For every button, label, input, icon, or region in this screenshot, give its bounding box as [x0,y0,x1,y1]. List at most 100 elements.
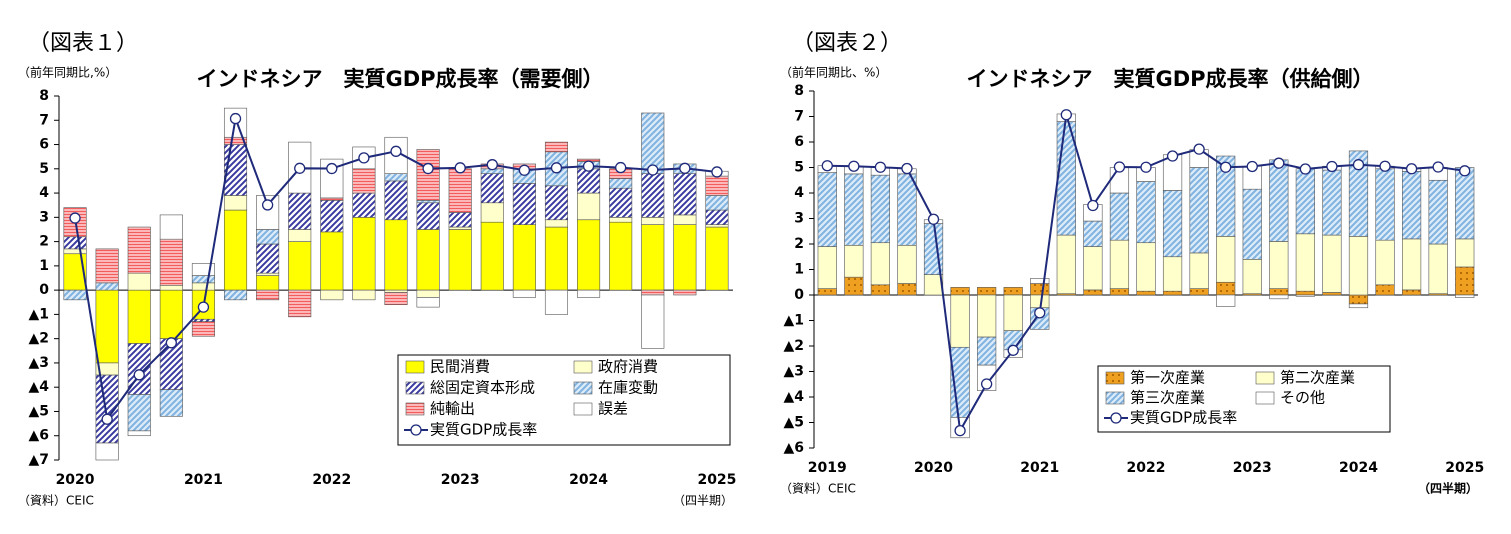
bar-segment [673,214,697,225]
gdp-marker [927,213,940,225]
gdp-marker [358,152,370,164]
bar-segment [577,192,601,221]
bar-segment [127,226,151,274]
y-tick-label: ▲2 [783,338,804,354]
bar-segment [95,282,119,291]
bar-segment [352,217,376,291]
legend-label: 誤差 [598,400,628,418]
gdp-marker [954,425,966,437]
gdp-marker [550,162,563,174]
bar-segment [577,289,601,298]
gdp-marker [486,159,498,171]
legend-label: 民間消費 [430,358,490,376]
bar-segment [384,173,408,182]
legend-swatch [1255,371,1275,385]
legend-swatch [405,402,425,416]
bar-segment [1295,294,1315,297]
bar-segment [1375,239,1395,286]
bar-segment [705,209,729,225]
bar-segment [384,289,408,293]
gdp-marker [1034,307,1046,319]
bar-segment [577,219,601,291]
bar-segment [256,229,280,245]
bar-segment [1189,288,1209,296]
y-tick-label: ▲1 [28,306,49,322]
y-axis-label: （前年同期比、%） [780,65,887,80]
bar-segment [544,219,569,228]
bar-segment [288,241,312,291]
bar-segment [897,283,917,296]
bar-segment [416,297,440,308]
bar-segment [127,430,151,437]
chart-title: インドネシア 実質GDP成長率（供給側） [966,67,1373,91]
bar-segment [870,174,890,244]
bar-segment [1056,234,1076,295]
y-tick-label: ▲5 [28,403,49,419]
y-tick-label: ▲4 [28,379,49,395]
bar-segment [384,180,408,221]
y-tick-label: 8 [794,83,804,99]
bar-segment [1242,188,1262,260]
bar-segment [844,276,864,296]
gdp-marker [197,301,210,313]
legend-label: 在庫変動 [598,379,658,397]
bar-segment [1083,246,1103,291]
bar-segment [223,209,248,291]
x-tick-label: 2020 [56,472,95,488]
gdp-marker [518,164,531,176]
bar-segment [63,289,87,301]
gdp-marker [1326,160,1338,173]
bar-segment [673,224,697,291]
bar-segment [1322,169,1342,236]
gdp-marker [390,145,402,157]
bar-segment [977,287,997,296]
y-tick-label: 7 [39,112,49,128]
bar-segment [1455,266,1475,296]
bar-segment [705,224,729,228]
bar-segment [416,229,440,291]
gdp-marker [679,162,691,174]
bar-segment [1162,190,1183,258]
legend-box [1097,365,1391,433]
bar-segment [897,173,917,246]
y-tick-label: 6 [794,134,804,150]
bar-segment [673,289,697,296]
y-tick-label: 0 [794,287,804,303]
legend-label: 第一次産業 [1130,369,1205,387]
gdp-marker [1405,163,1418,175]
gdp-marker [1299,163,1312,175]
bar-segment [191,275,215,284]
y-tick-label: ▲7 [28,452,49,468]
bar-segment [352,289,376,301]
bar-segment [544,185,569,221]
bar-segment [641,217,665,225]
bar-segment [223,289,248,301]
y-tick-label: 8 [39,88,49,104]
bar-segment [977,336,997,366]
bar-segment [817,288,837,296]
bar-segment [609,221,633,291]
bar-segment [95,289,119,364]
bar-segment [950,287,970,296]
bar-segment [705,195,729,211]
x-tick-label: 2022 [1127,460,1166,476]
bar-segment [977,294,997,338]
gdp-marker [1459,165,1471,177]
bar-segment [544,141,569,153]
bar-segment [288,229,312,242]
bar-segment [352,168,376,194]
bar-segment [352,192,376,218]
gdp-marker [1060,109,1072,121]
gdp-marker [711,166,723,178]
bar-segment [384,292,408,305]
bar-segment [320,289,344,301]
y-tick-label: 3 [39,209,49,225]
bar-segment [480,173,504,204]
bar-segment [480,221,504,291]
figure-label: （図表１） [28,31,138,56]
gdp-marker [1352,159,1365,171]
y-axis-label: （前年同期比,%） [18,65,117,80]
bar-segment [448,229,472,291]
bar-segment [844,173,864,246]
gdp-marker [229,112,242,125]
